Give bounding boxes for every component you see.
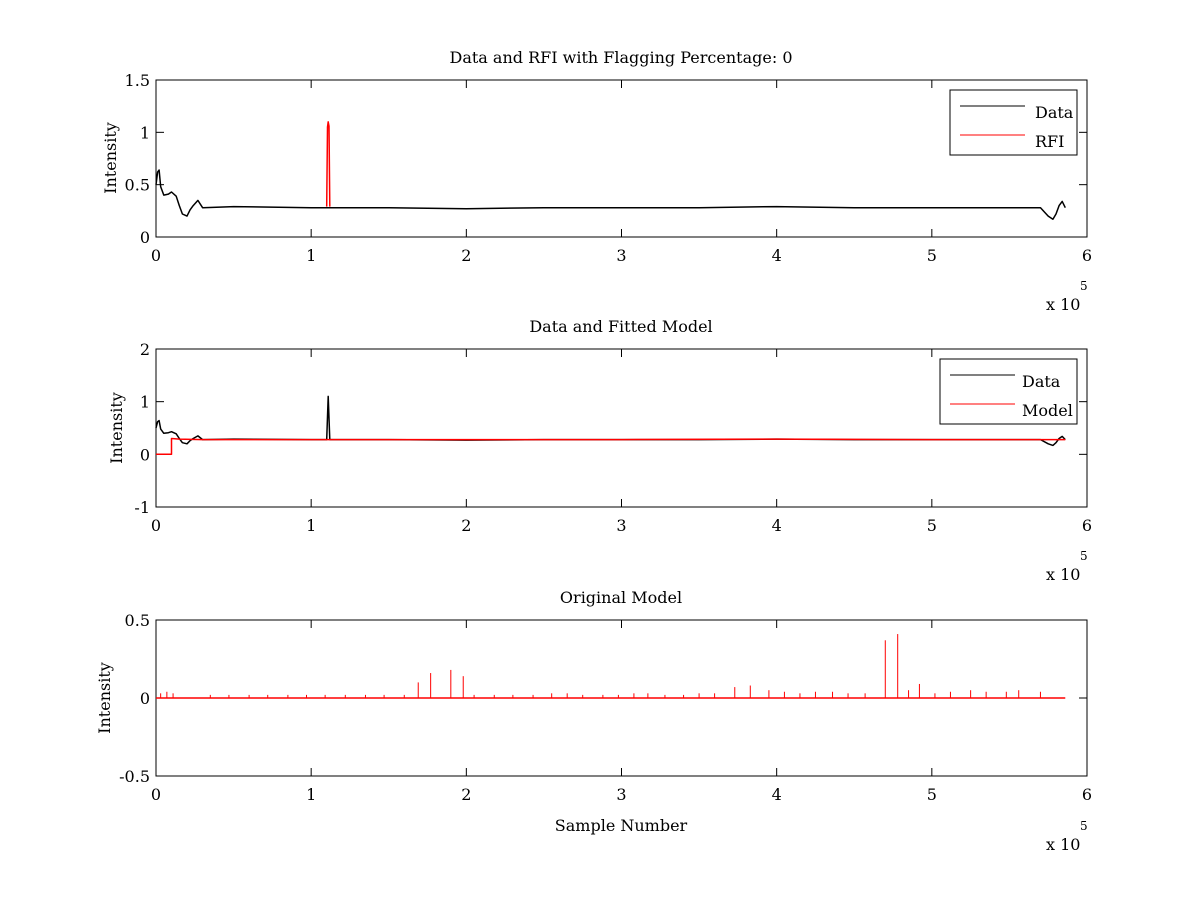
y-tick-label: 0.5 [125, 176, 150, 195]
y-tick-label: 0 [140, 689, 150, 708]
panel-title: Data and Fitted Model [529, 317, 712, 336]
x-tick-label: 2 [461, 785, 471, 804]
x-tick-label: 0 [151, 246, 161, 265]
x-tick-label: 0 [151, 516, 161, 535]
legend-label-rfi: RFI [1035, 132, 1064, 151]
x-tick-label: 3 [616, 785, 626, 804]
legend-label-model: Model [1022, 401, 1073, 420]
y-tick-label: 0 [140, 445, 150, 464]
x-axis-multiplier-exponent: 5 [1080, 279, 1088, 293]
x-tick-label: 5 [927, 516, 937, 535]
x-tick-label: 6 [1082, 785, 1092, 804]
series-line-model [156, 437, 1066, 456]
x-tick-label: 1 [306, 246, 316, 265]
x-axis-multiplier-exponent: 5 [1080, 819, 1088, 833]
x-tick-label: 1 [306, 785, 316, 804]
y-axis-label: Intensity [107, 392, 126, 464]
y-tick-label: -1 [134, 498, 150, 517]
y-tick-label: 1.5 [125, 71, 150, 90]
panel-title: Original Model [560, 588, 682, 607]
x-tick-label: 3 [616, 516, 626, 535]
x-tick-label: 6 [1082, 246, 1092, 265]
panel-original-model: Original Model Intensity Sample Number x… [95, 588, 1092, 854]
x-tick-label: 4 [772, 785, 782, 804]
x-axis-multiplier: x 10 [1046, 565, 1080, 584]
x-tick-label: 2 [461, 246, 471, 265]
x-axis-label: Sample Number [555, 816, 688, 835]
legend: Data RFI [949, 89, 1078, 156]
y-tick-label: 1 [140, 393, 150, 412]
x-tick-label: 5 [927, 246, 937, 265]
x-tick-label: 1 [306, 516, 316, 535]
legend-label-data: Data [1035, 103, 1074, 122]
series-line-rfi [325, 121, 331, 207]
y-tick-label: 0 [140, 228, 150, 247]
x-axis-multiplier: x 10 [1046, 835, 1080, 854]
legend: Data Model [939, 358, 1078, 425]
panel-title: Data and RFI with Flagging Percentage: 0 [449, 48, 792, 67]
y-tick-label: 0.5 [125, 611, 150, 630]
panel-fitted-model: Data and Fitted Model Intensity x 10 5 0… [107, 317, 1092, 584]
x-tick-label: 0 [151, 785, 161, 804]
legend-box [949, 89, 1078, 156]
x-tick-label: 6 [1082, 516, 1092, 535]
series-line-data [155, 169, 1066, 220]
x-tick-label: 2 [461, 516, 471, 535]
y-axis-label: Intensity [101, 122, 120, 194]
x-axis-multiplier-exponent: 5 [1080, 549, 1088, 563]
legend-label-data: Data [1022, 372, 1061, 391]
x-tick-label: 4 [772, 516, 782, 535]
y-tick-label: -0.5 [119, 767, 150, 786]
x-tick-label: 4 [772, 246, 782, 265]
y-axis-label: Intensity [95, 662, 114, 734]
y-tick-label: 2 [140, 340, 150, 359]
y-tick-label: 1 [140, 123, 150, 142]
panel-rfi: Data and RFI with Flagging Percentage: 0… [101, 48, 1092, 314]
x-axis-multiplier: x 10 [1046, 295, 1080, 314]
x-tick-label: 3 [616, 246, 626, 265]
x-tick-label: 5 [927, 785, 937, 804]
legend-box [939, 358, 1078, 425]
